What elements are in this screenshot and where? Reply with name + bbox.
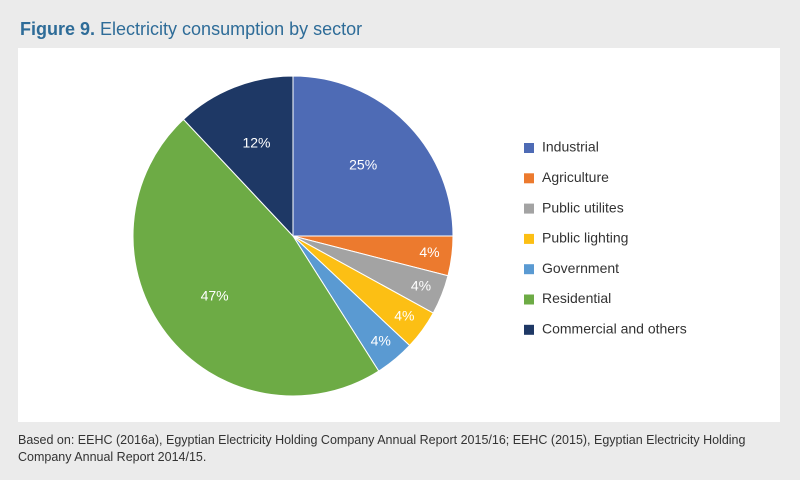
figure-label: Figure 9. <box>20 19 95 39</box>
data-label: 4% <box>371 333 391 349</box>
legend-swatch <box>524 324 534 335</box>
legend-swatch <box>524 143 534 153</box>
legend-label: Government <box>542 260 619 276</box>
legend-swatch <box>524 264 534 275</box>
legend-swatch <box>524 233 534 244</box>
legend-label: Agriculture <box>542 169 609 185</box>
legend-label: Residential <box>542 290 611 306</box>
data-label: 4% <box>394 308 414 324</box>
pie-slice <box>292 75 454 237</box>
legend-swatch <box>524 294 534 305</box>
source-note: Based on: EEHC (2016a), Egyptian Electri… <box>18 433 746 464</box>
pie-slice <box>182 75 294 238</box>
data-label: 4% <box>411 277 431 293</box>
chart: Figure 9. Electricity consumption by sec… <box>18 19 780 422</box>
legend-label: Public lighting <box>542 230 628 246</box>
legend-label: Public utilites <box>542 199 624 215</box>
data-label: 4% <box>419 244 439 260</box>
legend-label: Industrial <box>542 139 599 155</box>
legend-label: Commercial and others <box>542 321 687 337</box>
pie-slice <box>132 118 380 397</box>
data-label: 25% <box>349 157 377 173</box>
legend-swatch <box>524 173 534 184</box>
data-label: 12% <box>242 134 270 150</box>
chart-title: Figure 9. Electricity consumption by sec… <box>20 19 362 39</box>
legend-swatch <box>524 203 534 214</box>
title-text: Electricity consumption by sector <box>100 19 362 39</box>
data-label: 47% <box>201 288 229 304</box>
